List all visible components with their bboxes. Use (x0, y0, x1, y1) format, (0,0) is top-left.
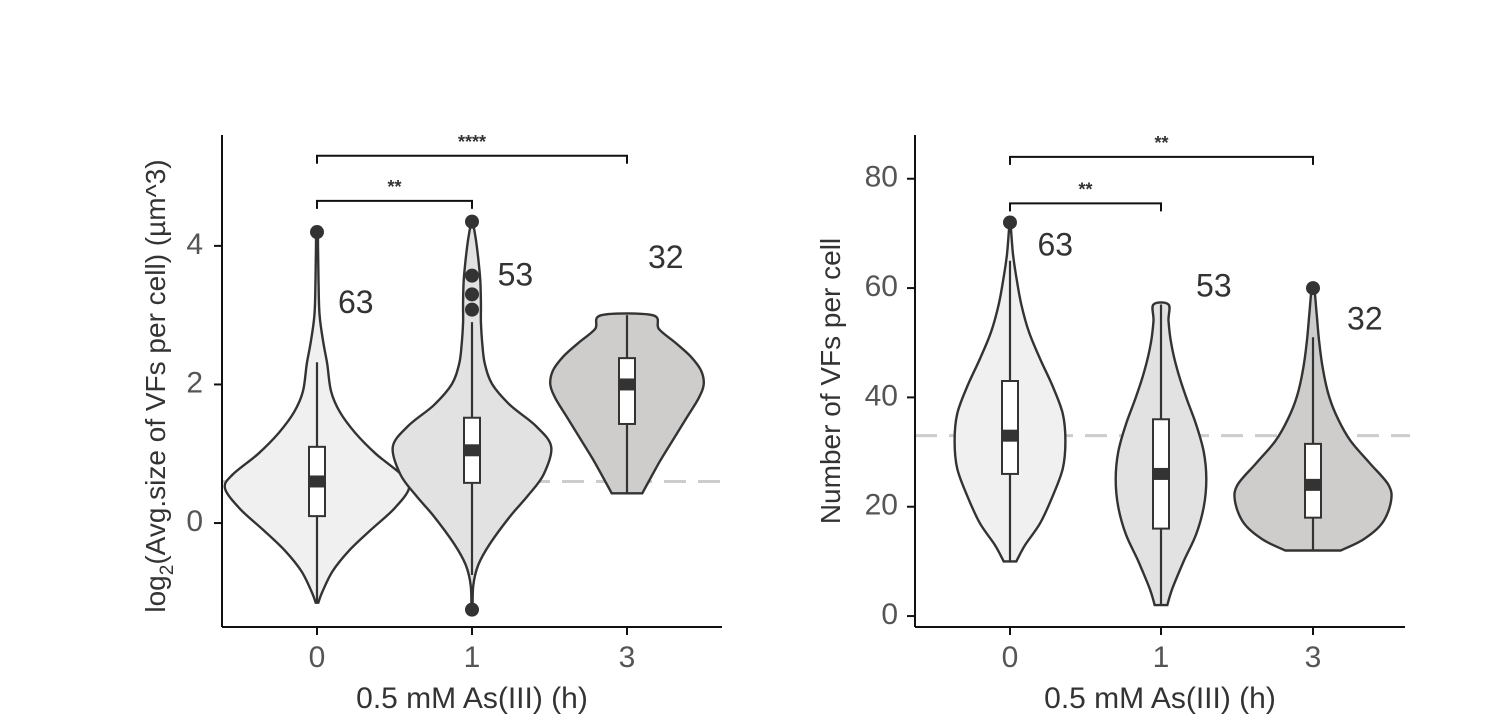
x-tick-label: 1 (464, 641, 481, 674)
y-tick-label: 40 (865, 379, 898, 412)
iqr-box-0h (1001, 380, 1019, 475)
y-axis-label: log2(Avg.size of VFs per cell) (µm^3) (140, 159, 178, 612)
significance-bracket (316, 199, 473, 209)
significance-bracket (1009, 155, 1314, 165)
iqr-box-3h (618, 357, 636, 425)
significance-label: ** (1078, 179, 1092, 199)
outlier-point (465, 214, 479, 229)
y-tick-label: 60 (865, 270, 898, 303)
x-tick-label: 3 (1305, 641, 1322, 674)
outlier-point (465, 268, 479, 283)
x-axis-label: 0.5 mM As(III) (h) (356, 682, 588, 715)
median-0h (309, 475, 325, 488)
x-tick-label: 0 (1002, 641, 1019, 674)
count-label-3h: 32 (648, 239, 684, 275)
y-tick-label: 4 (186, 228, 203, 261)
significance-label: ** (1154, 133, 1168, 153)
y-tick-label: 2 (186, 366, 203, 399)
outlier-point (465, 602, 479, 617)
count-label-3h: 32 (1347, 300, 1383, 336)
median-0h (1002, 429, 1018, 442)
median-1h (464, 444, 480, 457)
count-label-1h: 53 (498, 257, 534, 293)
median-1h (1153, 467, 1169, 480)
median-3h (619, 378, 635, 391)
median-3h (1305, 478, 1321, 491)
x-tick-label: 1 (1153, 641, 1170, 674)
outlier-point (1003, 215, 1017, 230)
count-label-0h: 63 (1038, 227, 1074, 263)
x-tick-label: 3 (619, 641, 636, 674)
x-axis-label: 0.5 mM As(III) (h) (1044, 682, 1276, 715)
outlier-point (1306, 281, 1320, 296)
significance-bracket (1009, 202, 1162, 212)
y-tick-label: 80 (865, 161, 898, 194)
y-tick-label: 0 (186, 505, 203, 538)
left-violin-chart: 63 53 32 0 2 4 0 1 3 0.5 mM As(III) (h) log2(Avg.s… (140, 132, 727, 715)
y-axis-label: Number of VFs per cell (815, 238, 846, 524)
count-label-0h: 63 (338, 284, 374, 320)
significance-bracket (316, 154, 628, 164)
right-violin-chart: 63 53 32 0 20 40 60 80 0 1 3 0.5 mM As(III) (h) Numb… (815, 133, 1410, 715)
significance-label: **** (458, 132, 486, 152)
outlier-point (465, 287, 479, 302)
significance-label: ** (387, 177, 401, 197)
y-tick-label: 20 (865, 489, 898, 522)
outlier-point (310, 225, 324, 240)
x-tick-label: 0 (309, 641, 326, 674)
y-tick-label: 0 (881, 598, 898, 631)
count-label-1h: 53 (1196, 268, 1232, 304)
outlier-point (465, 302, 479, 317)
